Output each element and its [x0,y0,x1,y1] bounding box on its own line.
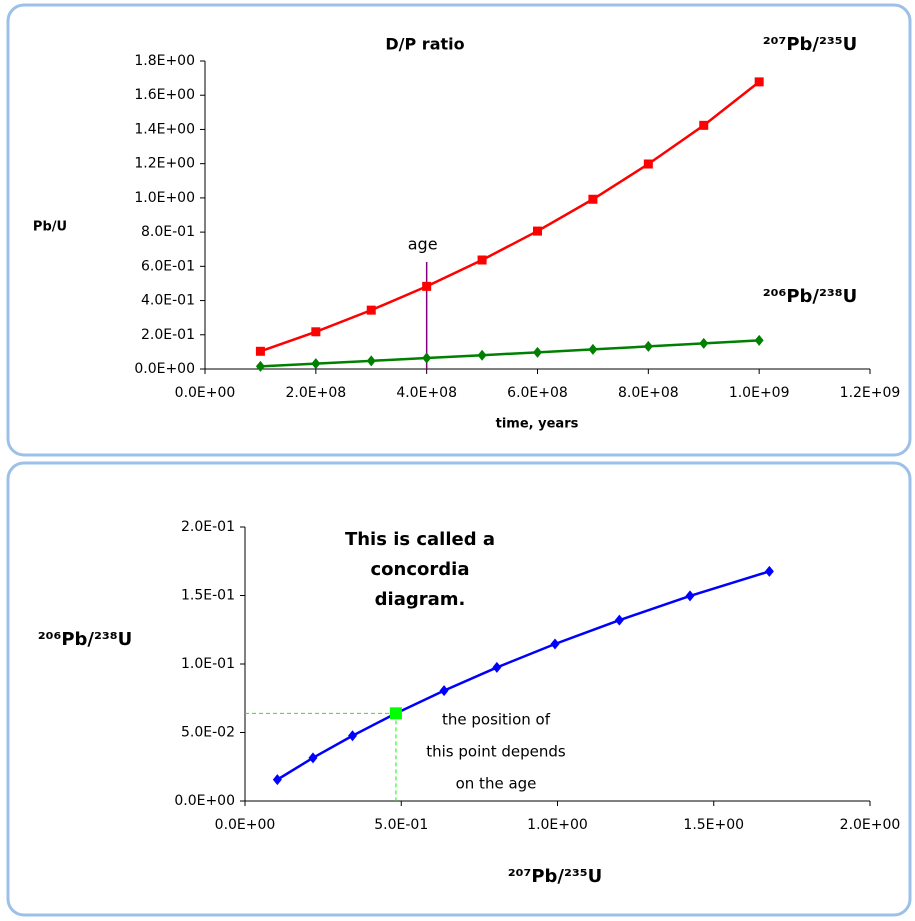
y-tick-label: 2.0E-01 [141,327,195,343]
y-axis-label: ²⁰⁶Pb/²³⁸U [38,629,133,650]
y-tick-label: 4.0E-01 [141,293,195,309]
y-tick-label: 1.6E+00 [134,87,195,103]
x-tick-label: 2.0E+08 [286,385,347,401]
series-line [260,80,760,353]
point [699,120,709,130]
point [366,355,376,367]
panel [6,3,912,457]
y-tick-label: 5.0E-02 [181,725,235,741]
y-tick-label: 1.2E+00 [134,156,195,172]
y-tick-label: 1.0E-01 [181,656,235,672]
y-tick-label: 1.5E-01 [181,588,235,604]
note: this point depends [426,743,566,761]
point [311,358,321,370]
point [422,352,432,364]
point [754,77,764,87]
note: the position of [442,711,551,729]
y-tick-label: 0.0E+00 [134,361,195,377]
x-tick-label: 2.0E+00 [840,817,901,833]
point [272,774,282,786]
point [477,349,487,361]
x-tick-label: 1.2E+09 [840,385,901,401]
series-label: ²⁰⁷Pb/²³⁵U [763,34,858,55]
point [255,346,265,356]
point [477,255,487,265]
point [366,305,376,315]
point [643,340,653,352]
point [348,730,357,742]
series-line [276,570,770,781]
note: concordia [371,559,470,580]
y-tick-label: 8.0E-01 [141,224,195,240]
note: on the age [456,775,537,793]
x-tick-label: 1.0E+09 [729,385,790,401]
note: diagram. [375,589,466,610]
x-tick-label: 1.0E+00 [527,817,588,833]
point [699,337,709,349]
x-tick-label: 5.0E-01 [374,817,428,833]
y-tick-label: 1.0E+00 [134,190,195,206]
x-tick-label: 1.5E+00 [683,817,744,833]
y-tick-label: 0.0E+00 [174,793,235,809]
point [643,159,653,169]
x-axis-label: ²⁰⁷Pb/²³⁵U [508,866,603,887]
y-tick-label: 1.4E+00 [134,121,195,137]
point [439,685,449,697]
x-tick-label: 8.0E+08 [618,385,679,401]
point [588,194,598,204]
series-label: ²⁰⁶Pb/²³⁸U [763,286,858,307]
point [492,661,502,673]
x-tick-label: 0.0E+00 [175,385,236,401]
chart-title: D/P ratio [385,35,464,54]
point [588,343,598,355]
point [533,226,542,236]
annotation: age [408,235,438,254]
series-line [260,339,760,368]
point [422,281,432,291]
point [308,752,318,764]
point [614,614,624,626]
point [754,334,764,346]
x-tick-label: 6.0E+08 [507,385,568,401]
highlight-point [389,707,402,720]
x-tick-label: 4.0E+08 [396,385,457,401]
panel [6,461,912,917]
x-axis-label: time, years [496,417,579,432]
note: This is called a [345,529,495,550]
y-axis-label: Pb/U [33,220,67,235]
point [255,360,265,372]
x-tick-label: 0.0E+00 [215,817,276,833]
y-tick-label: 1.8E+00 [134,53,195,69]
point [533,346,542,358]
point [550,638,560,650]
point [764,565,774,577]
point [685,590,695,602]
point [311,327,321,337]
y-tick-label: 6.0E-01 [141,258,195,274]
y-tick-label: 2.0E-01 [181,519,235,535]
